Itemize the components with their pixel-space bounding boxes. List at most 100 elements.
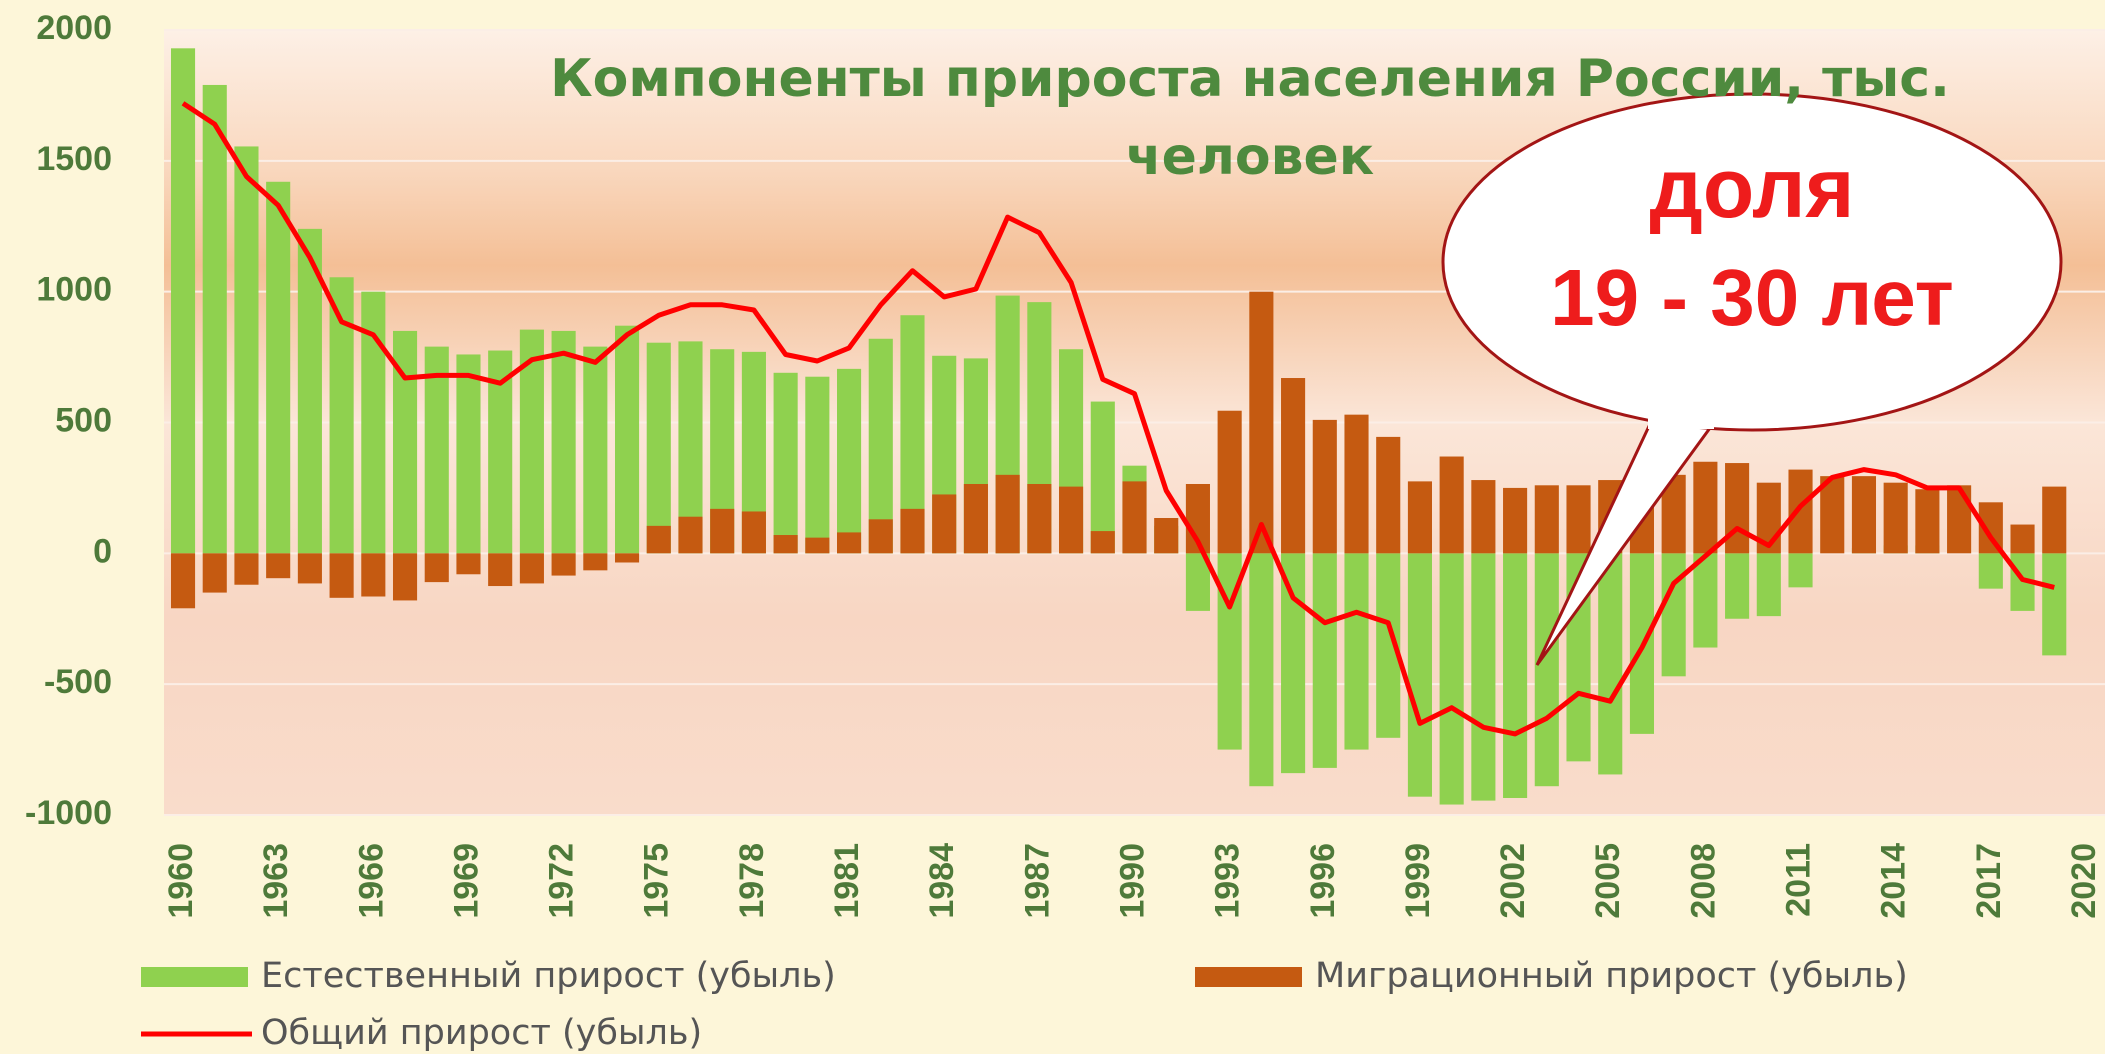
bar — [1281, 553, 1306, 774]
bar — [1693, 461, 1718, 554]
bar — [1312, 553, 1337, 768]
x-tick-label: 1963 — [257, 843, 295, 919]
x-tick-label: 2014 — [1875, 843, 1913, 919]
bar — [1947, 485, 1972, 554]
x-tick-label: 1987 — [1018, 843, 1056, 919]
bar — [1122, 481, 1147, 554]
bar — [266, 553, 291, 579]
bar — [2010, 524, 2035, 554]
bar — [868, 338, 893, 554]
bar — [932, 494, 957, 554]
bar — [1661, 553, 1686, 677]
bar — [297, 228, 322, 554]
legend-label: Естественный прирост (убыль) — [261, 956, 836, 996]
x-tick-label: 2017 — [1970, 843, 2008, 919]
bar — [519, 553, 544, 584]
x-tick-label: 1981 — [828, 843, 866, 919]
bar — [1376, 436, 1401, 554]
bar — [1883, 482, 1908, 554]
y-tick-label: 0 — [93, 532, 112, 570]
x-tick-label: 1990 — [1113, 843, 1151, 919]
bar — [583, 346, 608, 554]
bar — [837, 532, 862, 554]
bar — [170, 48, 196, 554]
bar — [1154, 518, 1179, 554]
legend-label: Миграционный прирост (убыль) — [1315, 956, 1908, 996]
legend-swatch — [1195, 967, 1302, 987]
x-tick-label: 2011 — [1780, 843, 1818, 917]
bar — [1534, 485, 1559, 554]
bar — [868, 519, 893, 554]
line — [181, 101, 2055, 737]
bar — [2042, 553, 2067, 656]
bar — [170, 553, 196, 609]
x-tick-label: 1996 — [1304, 843, 1342, 919]
bar — [773, 372, 798, 554]
bar — [1534, 553, 1559, 787]
x-tick-label: 1999 — [1399, 843, 1437, 919]
bar — [1788, 469, 1813, 554]
bar — [202, 553, 227, 593]
bar — [1503, 487, 1528, 554]
bar — [614, 325, 640, 554]
bar — [456, 553, 481, 575]
y-tick-label: 1000 — [36, 271, 112, 309]
bar — [424, 346, 449, 554]
callout-text: 19 - 30 лет — [1550, 253, 1954, 342]
bar — [1471, 553, 1496, 801]
bar — [1598, 553, 1623, 775]
bar — [1471, 480, 1496, 554]
bar — [1027, 483, 1052, 554]
bar — [646, 342, 671, 554]
bar — [1788, 553, 1813, 588]
legend-swatch — [141, 967, 248, 987]
x-tick-label: 1969 — [447, 843, 485, 919]
bar — [1249, 291, 1274, 554]
x-tick-label: 2020 — [2065, 843, 2103, 919]
bar — [1851, 476, 1877, 554]
bar — [392, 553, 418, 601]
bar — [710, 508, 735, 554]
x-tick-label: 1975 — [638, 843, 676, 919]
bar — [837, 368, 862, 554]
y-tick-label: -500 — [44, 663, 112, 701]
bar — [1915, 489, 1940, 554]
bar — [266, 181, 291, 554]
y-tick-label: -1000 — [25, 794, 112, 832]
bar — [1217, 410, 1242, 554]
bar — [1249, 553, 1274, 787]
x-tick-label: 2002 — [1494, 843, 1532, 919]
bar — [583, 553, 608, 571]
bar — [361, 553, 386, 597]
x-tick-label: 1978 — [733, 843, 771, 919]
bar — [1725, 463, 1750, 554]
bar — [551, 330, 576, 554]
x-tick-label: 2005 — [1589, 843, 1627, 919]
bar — [995, 474, 1020, 554]
bar — [424, 553, 449, 583]
bar — [1090, 401, 1115, 554]
bar — [773, 535, 798, 554]
y-tick-label: 2000 — [36, 9, 112, 47]
bar — [1407, 553, 1432, 797]
bar — [1059, 486, 1084, 554]
bar — [1978, 553, 2003, 589]
bar — [551, 553, 576, 576]
bar — [1756, 553, 1781, 617]
bar — [646, 525, 671, 554]
chart-title: Компоненты прироста населения России, ты… — [550, 49, 1950, 187]
bar — [1693, 553, 1718, 648]
x-tick-label: 1966 — [352, 843, 390, 919]
bar — [488, 553, 513, 587]
bar — [1820, 476, 1845, 554]
bar — [1344, 414, 1369, 554]
y-tick-label: 500 — [55, 401, 112, 439]
bar — [1312, 419, 1337, 554]
bar — [1090, 531, 1115, 554]
bar — [234, 146, 259, 554]
bar — [805, 537, 830, 554]
bar — [1503, 553, 1528, 798]
bar — [678, 516, 703, 554]
